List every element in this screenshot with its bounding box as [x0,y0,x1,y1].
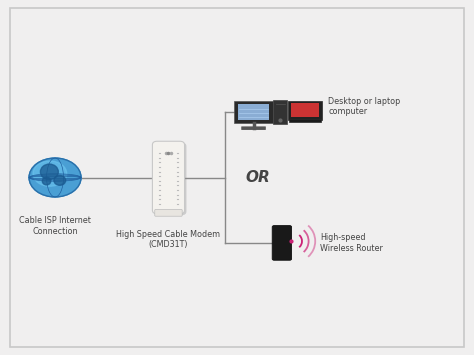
FancyBboxPatch shape [238,104,269,120]
FancyBboxPatch shape [273,100,287,125]
FancyBboxPatch shape [153,141,184,214]
Circle shape [29,158,81,197]
FancyBboxPatch shape [272,225,292,260]
FancyBboxPatch shape [288,101,322,120]
Ellipse shape [54,175,66,185]
FancyBboxPatch shape [155,209,182,216]
Ellipse shape [40,164,58,180]
Text: High Speed Cable Modem
(CMD31T): High Speed Cable Modem (CMD31T) [117,230,220,249]
Circle shape [33,161,67,186]
FancyBboxPatch shape [241,126,266,130]
FancyBboxPatch shape [291,103,319,118]
FancyBboxPatch shape [235,101,273,123]
Ellipse shape [42,177,51,185]
FancyBboxPatch shape [10,8,464,347]
Text: Desktop or laptop
computer: Desktop or laptop computer [328,97,401,116]
Text: High-speed
Wireless Router: High-speed Wireless Router [320,233,383,253]
Text: Cable ISP Internet
Connection: Cable ISP Internet Connection [19,217,91,236]
FancyBboxPatch shape [155,143,186,215]
FancyBboxPatch shape [289,119,321,122]
Text: OR: OR [246,170,271,185]
